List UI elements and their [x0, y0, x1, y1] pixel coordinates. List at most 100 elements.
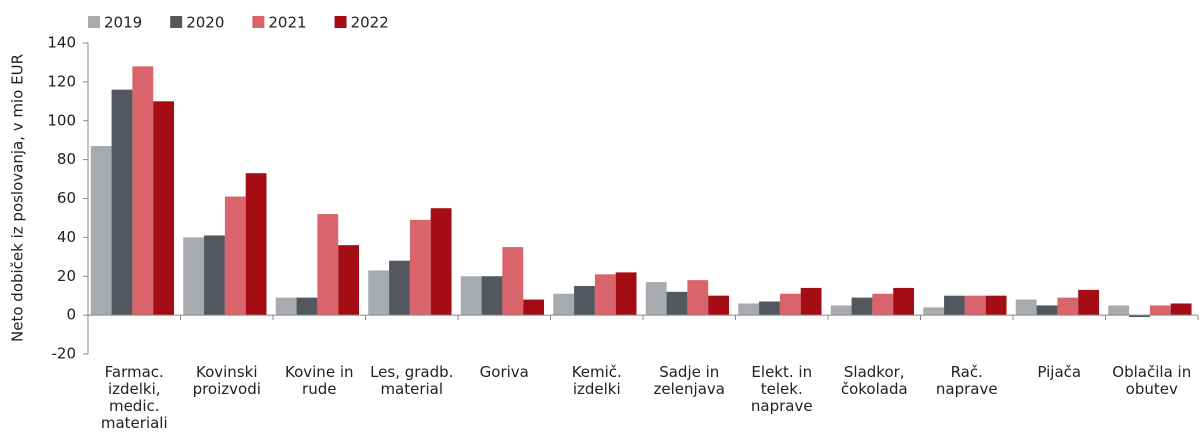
x-tick-label-line: Sadje in — [659, 363, 719, 381]
bar — [224, 196, 246, 316]
x-tick-label: Kovine in rude — [285, 363, 354, 398]
x-tick-label-line: Sladkor, — [844, 363, 905, 381]
x-tick-label-line: Elekt. in — [751, 363, 812, 381]
bar — [204, 235, 225, 316]
bar — [523, 299, 545, 316]
bar — [338, 245, 360, 316]
bar — [708, 295, 730, 316]
bar — [1078, 289, 1100, 316]
legend-label: 2019 — [104, 14, 142, 32]
bar — [111, 89, 133, 316]
x-tick-label-line: izdelki — [573, 380, 621, 398]
bar — [645, 282, 667, 316]
bar — [502, 247, 524, 316]
bar — [153, 101, 175, 316]
bar — [666, 291, 688, 316]
x-tick-label-line: Les, gradb. — [370, 363, 453, 381]
bar — [985, 295, 1007, 316]
bar — [90, 146, 112, 316]
x-tick-label-line: naprave — [936, 380, 998, 398]
bar — [872, 293, 894, 316]
y-axis-label: Neto dobiček iz poslovanja, v mio EUR — [9, 54, 27, 342]
bar — [923, 307, 945, 316]
bar — [830, 305, 852, 316]
y-tick-label: -20 — [52, 345, 77, 363]
x-tick-label-line: naprave — [751, 397, 813, 415]
bar — [1170, 303, 1192, 316]
x-tick-label-line: Kovine in — [285, 363, 354, 381]
legend-swatch — [334, 16, 347, 28]
x-tick-label-line: Goriva — [480, 363, 529, 381]
y-tick-label: 0 — [66, 306, 76, 324]
x-tick-label-line: Pijača — [1037, 363, 1081, 381]
x-tick-label: Elekt. in telek. naprave — [751, 363, 813, 415]
legend-label: 2022 — [351, 14, 389, 32]
y-tick-label: 60 — [57, 189, 76, 207]
bar — [481, 276, 503, 316]
bar — [759, 301, 780, 316]
bar — [275, 297, 297, 316]
x-tick-label-line: izdelki, — [108, 380, 161, 398]
bar — [893, 287, 915, 316]
x-tick-label-line: material — [380, 380, 443, 398]
x-tick-label-line: zelenjava — [654, 380, 725, 398]
bar — [738, 303, 760, 316]
bar — [1108, 305, 1130, 316]
x-tick-label: Pijača — [1037, 363, 1081, 381]
x-tick-label-line: proizvodi — [193, 380, 261, 398]
y-tick-label: 80 — [57, 150, 76, 168]
x-tick-label-line: Oblačila in — [1112, 363, 1191, 381]
x-tick-label: Kovinski proizvodi — [193, 363, 261, 398]
bar — [779, 293, 801, 316]
bar — [964, 295, 986, 316]
bar — [1057, 297, 1079, 316]
x-tick-label: Goriva — [480, 363, 529, 381]
bar — [389, 260, 410, 316]
bar — [296, 297, 318, 316]
bar — [1015, 299, 1037, 316]
x-tick-label: Oblačila in obutev — [1112, 363, 1191, 398]
bar — [851, 297, 873, 316]
x-tick-label-line: materiali — [101, 414, 168, 432]
x-tick-label-line: telek. — [761, 380, 803, 398]
bar — [245, 173, 267, 316]
bar — [409, 219, 431, 316]
y-tick-label: 140 — [47, 34, 76, 52]
legend-label: 2020 — [186, 14, 224, 32]
x-tick-label: Sadje in zelenjava — [654, 363, 725, 398]
x-tick-label: Sladkor, čokolada — [841, 363, 908, 398]
bar — [800, 287, 822, 316]
x-tick-label-line: Rač. — [951, 363, 983, 381]
bar — [430, 208, 452, 316]
x-tick-label-line: obutev — [1126, 380, 1178, 398]
legend-swatch — [88, 16, 100, 28]
x-tick-label-line: rude — [302, 380, 336, 398]
y-tick-label: 120 — [47, 72, 76, 90]
bar — [460, 276, 482, 316]
x-tick-label-line: Farmac. — [105, 363, 164, 381]
bar — [317, 214, 339, 316]
bar — [944, 295, 965, 316]
bar — [574, 285, 595, 316]
bar — [594, 274, 616, 316]
x-tick-label-line: Kemič. — [572, 363, 622, 381]
x-tick-label-line: čokolada — [841, 380, 908, 398]
x-tick-label: Farmac. izdelki, medic. materiali — [101, 363, 168, 432]
x-tick-label-line: medic. — [109, 397, 160, 415]
bar — [553, 293, 575, 316]
bar — [1149, 305, 1171, 316]
bar — [687, 280, 709, 316]
legend-label: 2021 — [268, 14, 306, 32]
y-tick-label: 100 — [47, 111, 76, 129]
x-tick-label: Kemič. izdelki — [572, 363, 622, 398]
bar — [183, 237, 205, 316]
legend-swatch — [252, 16, 265, 28]
bar — [132, 66, 154, 316]
bar — [1036, 305, 1058, 316]
y-tick-label: 40 — [57, 228, 76, 246]
bar — [368, 270, 390, 316]
bar — [615, 272, 637, 316]
x-tick-label: Les, gradb. material — [370, 363, 453, 398]
y-tick-label: 20 — [57, 267, 76, 285]
